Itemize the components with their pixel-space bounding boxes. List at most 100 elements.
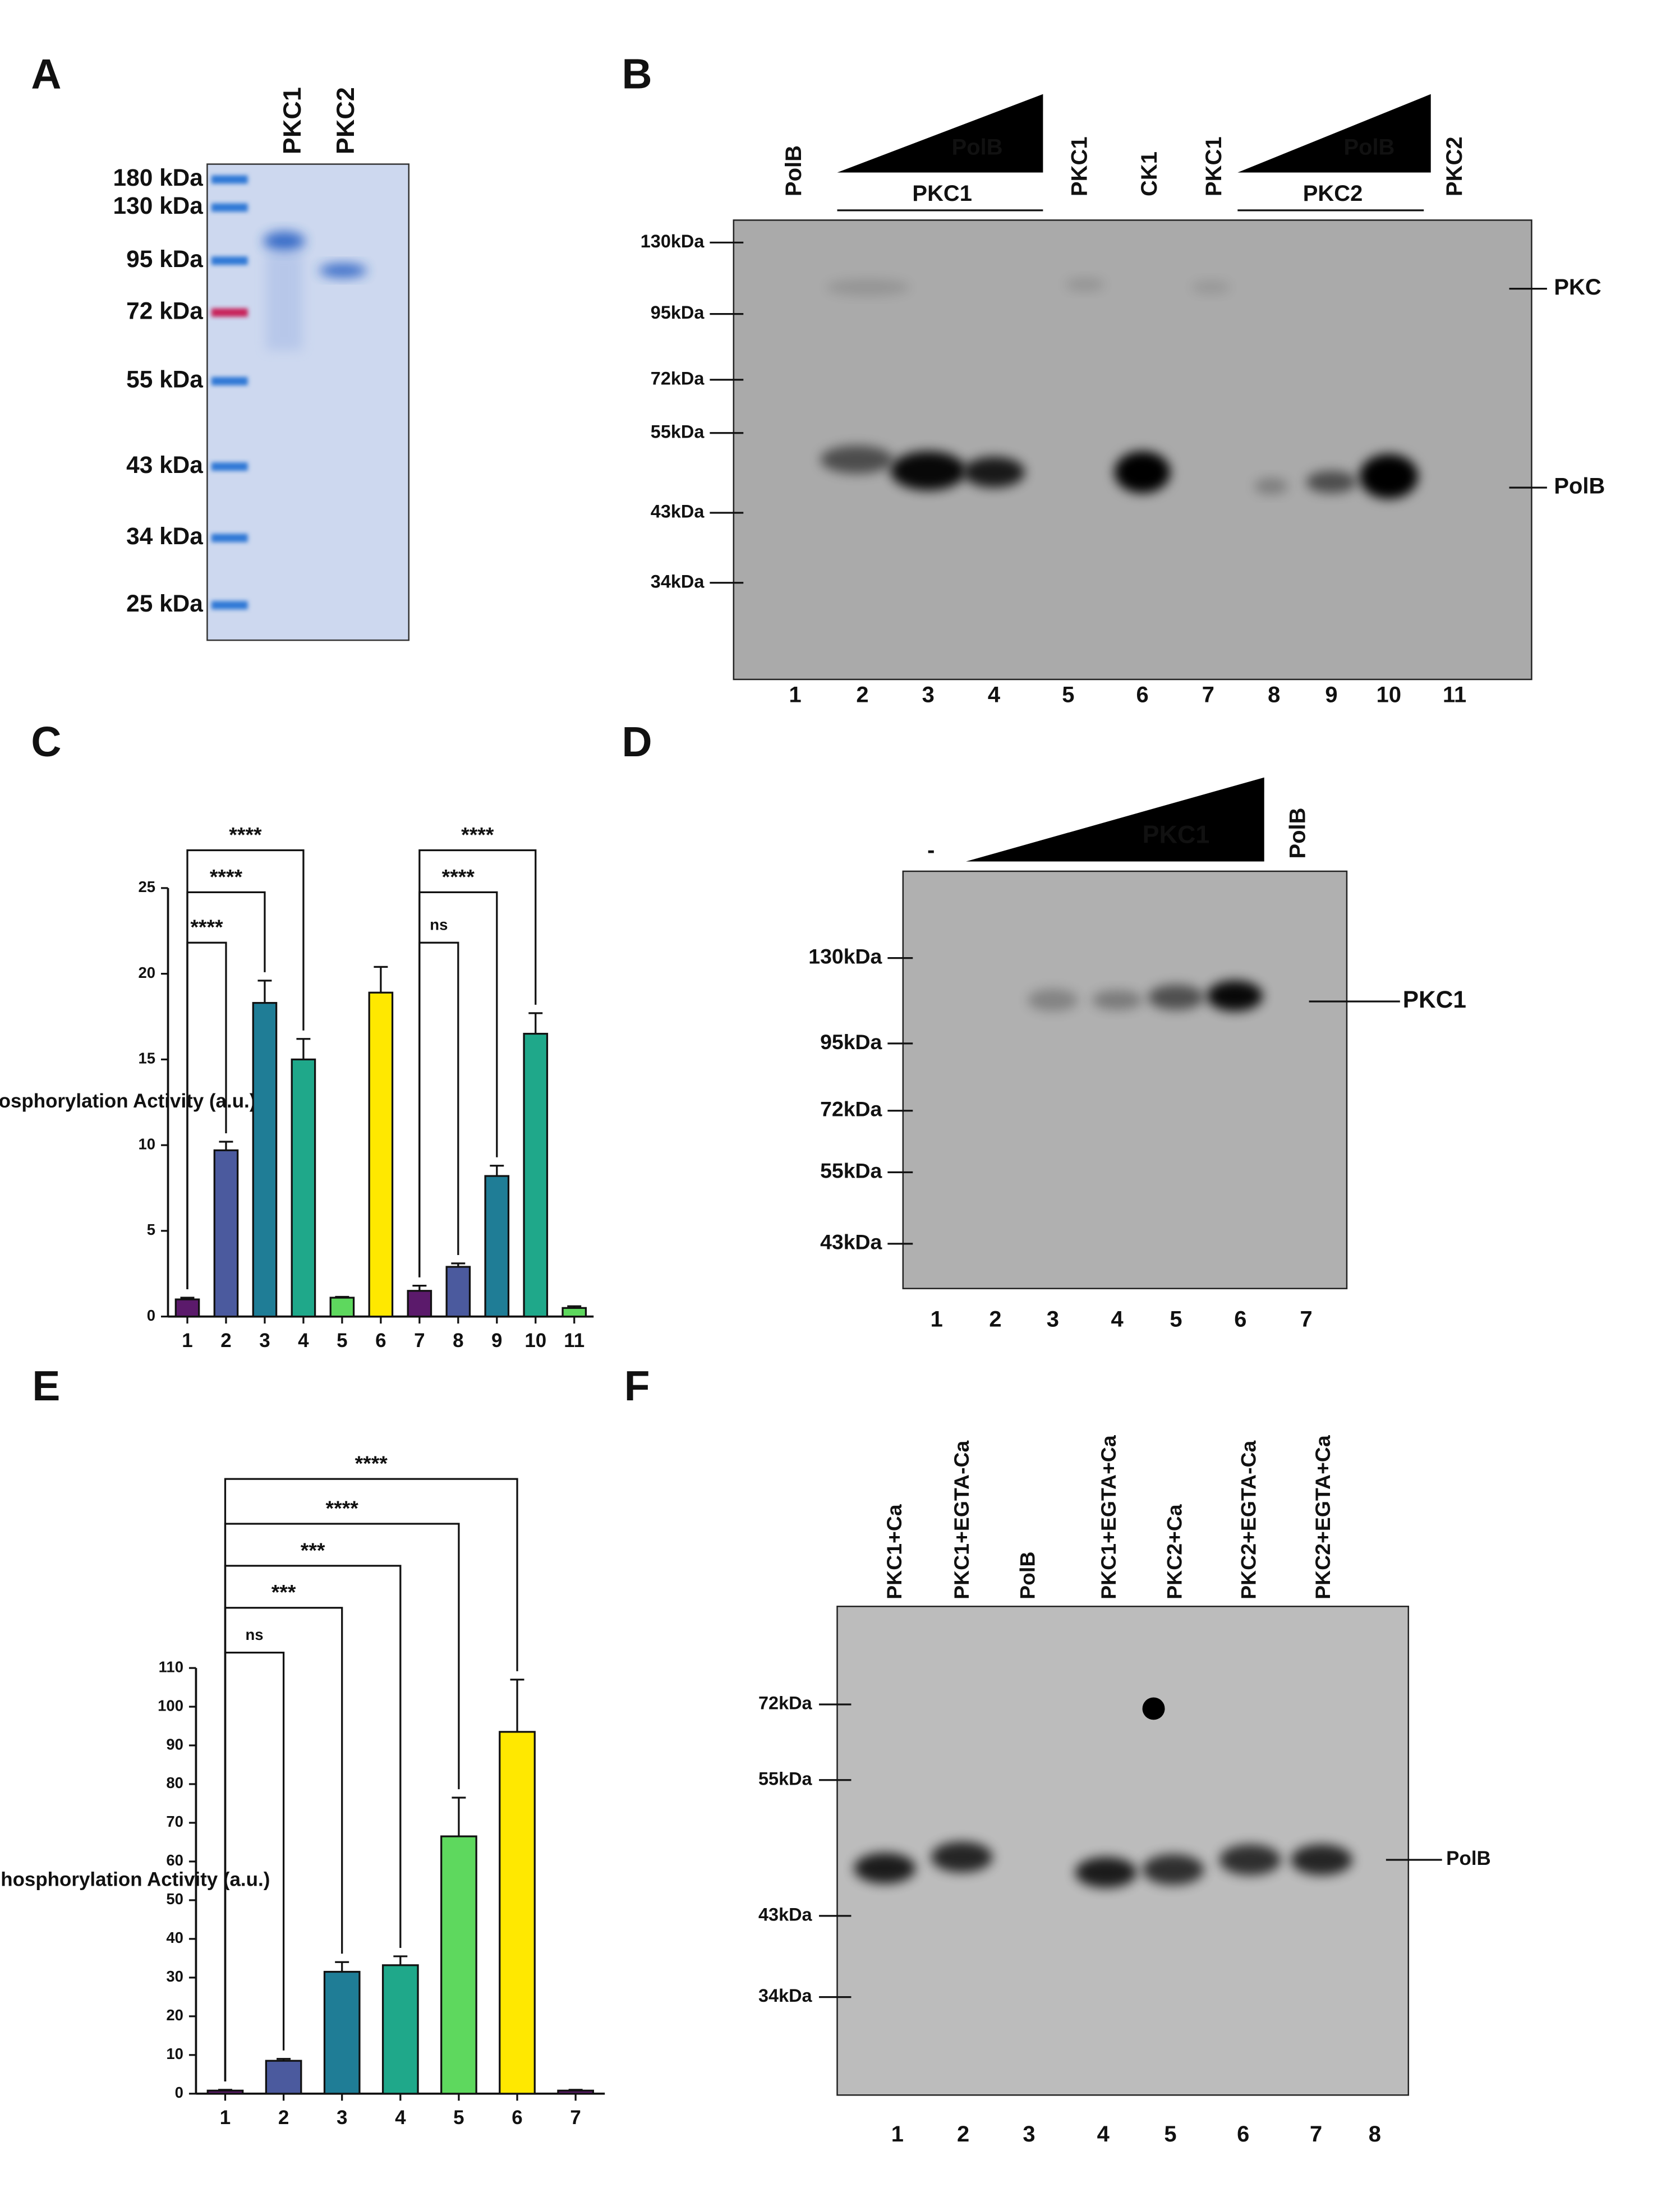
error-bar <box>412 1285 427 1291</box>
y-tick-label: 110 <box>159 1658 183 1675</box>
gradient-triangle <box>1237 94 1431 173</box>
y-tick-label: 70 <box>166 1813 183 1830</box>
y-tick-label: 0 <box>175 2084 183 2101</box>
lane-number: 1 <box>789 683 802 707</box>
y-tick-label: 20 <box>166 2006 183 2024</box>
y-tick-label: 10 <box>166 2045 183 2062</box>
gel-band <box>820 445 894 474</box>
x-tick-label: 3 <box>259 1330 270 1352</box>
significance-label: ns <box>246 1626 264 1643</box>
x-tick-label: 8 <box>453 1330 463 1352</box>
marker-label: 34kDa <box>651 571 705 591</box>
y-tick-label: 15 <box>139 1050 156 1067</box>
error-bar <box>451 1262 466 1267</box>
significance-label: **** <box>229 822 262 846</box>
panel-letter: E <box>32 1362 60 1409</box>
bar <box>291 1058 316 1318</box>
marker-label: 55kDa <box>820 1159 882 1182</box>
lane-number: 6 <box>1234 1307 1246 1332</box>
x-tick-label: 3 <box>337 2107 347 2129</box>
significance-label: **** <box>442 865 475 888</box>
x-tick-label: 5 <box>337 1330 347 1352</box>
lane-number: 4 <box>988 683 1000 707</box>
x-tick-label: 6 <box>512 2107 522 2129</box>
lane-label: PolB <box>781 145 806 196</box>
lane-label: PKC1 <box>1202 136 1226 196</box>
gel-band <box>263 231 306 251</box>
y-tick-label: 30 <box>166 1968 183 1985</box>
lane-label: PKC2+Ca <box>1162 1504 1186 1600</box>
significance-bracket <box>418 941 459 1277</box>
lane-number: 3 <box>1023 2122 1035 2147</box>
lane-number: 10 <box>1377 683 1401 707</box>
error-bar <box>257 980 272 1003</box>
gel-smear <box>266 252 303 351</box>
x-tick-label: 7 <box>414 1330 425 1352</box>
marker-label: 43kDa <box>651 502 705 522</box>
y-tick-label: 40 <box>166 1929 183 1946</box>
lane-number: 6 <box>1136 683 1148 707</box>
marker-label: 43kDa <box>820 1230 882 1254</box>
lane-number: 4 <box>1111 1307 1124 1332</box>
error-bar <box>296 1038 311 1060</box>
x-tick-label: 4 <box>298 1330 309 1352</box>
error-bar <box>528 1012 543 1034</box>
gel <box>206 163 410 641</box>
marker-label: 130 kDa <box>113 192 204 219</box>
significance-bracket <box>224 1651 285 2081</box>
error-bar <box>374 966 388 993</box>
y-tick-label: 60 <box>166 1851 183 1869</box>
marker-label: 130kDa <box>641 231 705 251</box>
bar <box>252 1001 278 1318</box>
bar <box>407 1290 432 1318</box>
error-bar <box>335 1295 349 1298</box>
gel-band <box>1114 451 1171 494</box>
significance-label: **** <box>326 1496 359 1520</box>
y-tick-label: 25 <box>139 878 156 895</box>
y-tick-label: 0 <box>147 1307 155 1324</box>
significance-label: **** <box>355 1451 388 1475</box>
y-tick-label: 80 <box>166 1774 183 1791</box>
lane-number: 1 <box>931 1307 943 1332</box>
significance-bracket <box>224 1478 518 2081</box>
gel-band <box>1075 1857 1137 1888</box>
panel-letter: F <box>624 1362 650 1409</box>
x-tick-label: 7 <box>570 2107 581 2129</box>
lane-label: CK1 <box>1137 151 1162 196</box>
bar <box>523 1032 549 1318</box>
marker-band <box>211 462 248 471</box>
gel-band <box>826 279 910 296</box>
gel-spot <box>1142 1697 1165 1720</box>
x-tick-label: 10 <box>524 1330 546 1352</box>
band-label: PolB <box>1554 474 1605 499</box>
gradient-triangle <box>966 777 1264 862</box>
gel-band <box>1254 477 1288 495</box>
lane-label: PKC2 <box>1442 136 1467 196</box>
significance-label: **** <box>210 865 243 888</box>
error-bar <box>180 1297 195 1300</box>
lane-number: 9 <box>1325 683 1337 707</box>
bar <box>265 2060 302 2095</box>
lane-label: PKC2+EGTA-Ca <box>1237 1440 1260 1599</box>
marker-label: 55kDa <box>758 1768 813 1789</box>
gel <box>902 870 1348 1289</box>
error-bar <box>335 1961 349 1972</box>
gel-band <box>1219 1844 1281 1876</box>
bar <box>557 2089 594 2095</box>
marker-label: 95kDa <box>820 1030 882 1054</box>
lane-number: 11 <box>1443 683 1466 707</box>
band-label: PKC <box>1554 275 1601 300</box>
lane-label: PolB <box>1286 808 1310 859</box>
y-axis-title: Phosphorylation Activity (a.u.) <box>0 1090 256 1112</box>
x-tick-label: 1 <box>220 2107 231 2129</box>
y-tick-label: 90 <box>166 1735 183 1753</box>
error-bar <box>452 1796 466 1837</box>
bar <box>381 1964 419 2095</box>
lane-number: 5 <box>1062 683 1074 707</box>
marker-label: 95 kDa <box>126 246 203 272</box>
panel-letter: A <box>31 50 61 98</box>
gel-band <box>319 263 367 278</box>
lane-number: 3 <box>1047 1307 1059 1332</box>
x-tick-label: 2 <box>278 2107 289 2129</box>
